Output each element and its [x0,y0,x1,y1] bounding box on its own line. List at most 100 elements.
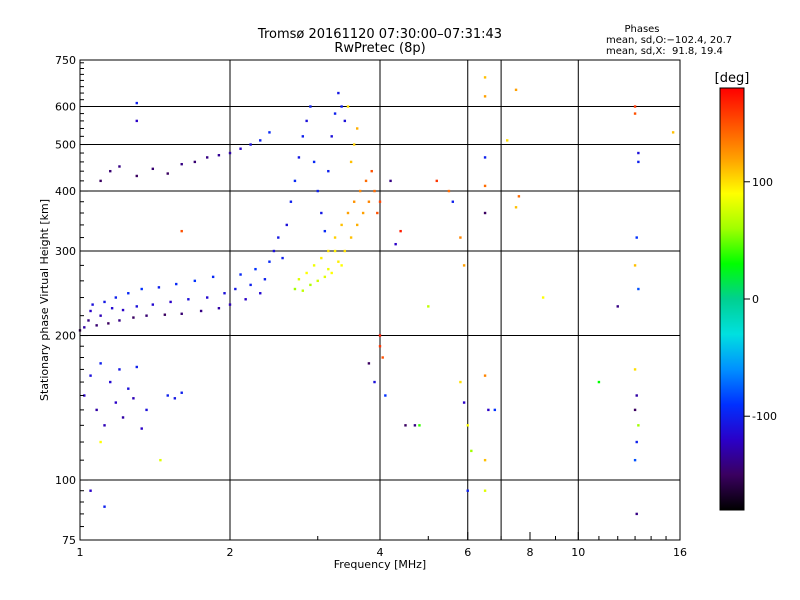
data-point [132,397,135,400]
data-point [381,356,384,359]
x-tick-label: 2 [227,546,234,559]
data-point [121,416,125,419]
data-point [312,264,316,267]
x-tick-label: 4 [377,546,384,559]
data-point [127,292,130,295]
grid-lines [80,60,680,540]
data-point [89,374,92,377]
y-tick-label: 75 [62,534,76,547]
data-point [352,143,356,146]
data-point [373,189,376,193]
data-point [166,172,169,175]
data-point [180,162,183,166]
data-point [305,119,308,123]
data-point [355,223,359,227]
data-point [163,313,167,316]
data-point [361,211,365,215]
data-point [193,160,197,164]
data-point [349,236,353,239]
data-point [114,296,118,299]
data-point [483,458,487,462]
data-point [635,236,638,239]
data-point [118,319,121,322]
data-point [305,271,308,275]
data-point [268,131,271,134]
data-point [333,236,337,239]
data-point [635,440,638,444]
data-point [180,229,183,233]
data-point [451,200,455,203]
colorbar-tick-label: -100 [752,410,777,423]
data-point [114,401,118,404]
data-point [466,489,469,492]
data-point [83,326,86,329]
data-point [110,307,114,310]
data-point [103,505,106,508]
data-point [483,374,487,377]
data-point [199,309,203,313]
data-point [483,95,487,98]
chart-subtitle: RwPretec (8p) [334,41,426,56]
data-point [166,394,169,397]
data-point [330,135,333,138]
data-point [633,112,637,115]
data-point [483,76,487,79]
data-point [135,365,138,369]
data-point [132,316,135,319]
data-point [517,195,521,198]
data-point [293,179,297,183]
y-ticks: 75 100 200 300 400 500 600 750 [55,54,88,547]
data-point [228,303,232,306]
x-tick-label: 1 [77,546,84,559]
data-point [376,211,379,215]
data-point [83,394,86,397]
data-point [193,279,197,283]
data-point [145,408,148,412]
colorbar-tick-label: 100 [752,176,773,189]
data-point [254,267,257,271]
data-point [99,314,102,317]
data-point [89,489,92,492]
data-point [140,287,143,291]
data-point [272,249,276,253]
data-point [459,380,462,384]
data-points [78,76,675,516]
data-point [285,223,288,227]
data-point [89,309,92,313]
data-point [399,229,402,233]
y-tick-label: 500 [55,139,76,152]
data-point [378,345,382,348]
data-point [301,289,305,292]
data-point [367,200,371,203]
data-point [333,112,337,115]
data-point [633,264,637,267]
data-point [309,105,312,108]
data-point [109,380,112,384]
data-point [159,458,162,462]
data-point [91,303,94,306]
data-point [637,151,640,155]
data-point [633,408,637,412]
data-point [470,449,473,453]
data-point [281,256,284,260]
data-point [323,229,327,233]
data-point [404,424,407,427]
data-point [333,249,337,253]
y-tick-label: 400 [55,185,76,198]
data-point [427,305,430,308]
data-point [394,242,397,246]
data-point [337,260,340,263]
stats-o-mode: mean, sd,O:−102.4, 20.7 [606,35,733,46]
data-point [346,105,350,108]
data-point [297,278,301,281]
data-point [352,200,356,203]
x-ticks: 1 2 4 6 8 10 16 [77,532,687,559]
y-tick-label: 100 [55,474,76,487]
data-point [140,427,143,430]
data-point [389,179,392,183]
data-point [487,408,490,412]
data-point [263,278,267,281]
data-point [135,174,138,178]
data-point [349,160,353,164]
